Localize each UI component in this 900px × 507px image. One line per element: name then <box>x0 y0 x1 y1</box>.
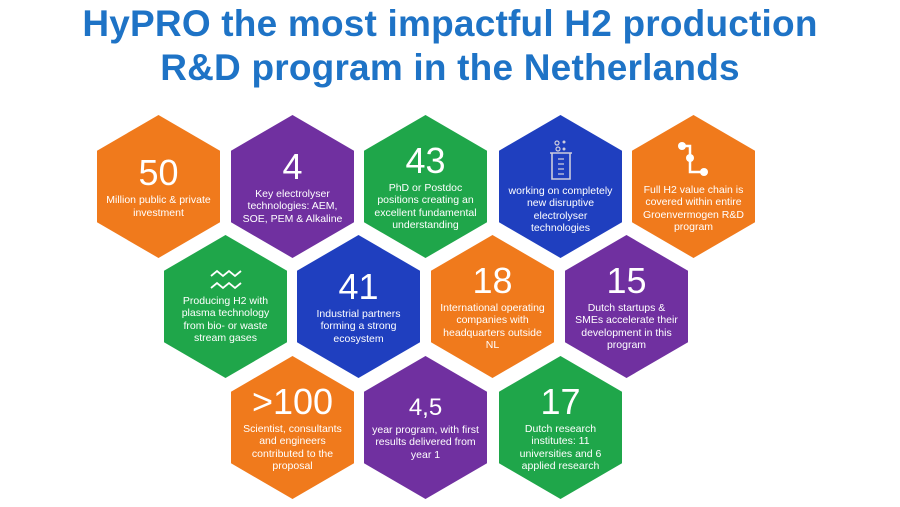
hex-text: Full H2 value chain is covered within en… <box>643 183 744 234</box>
hex-number: 17 <box>540 380 581 422</box>
hex-text: year program, with first results deliver… <box>372 423 479 461</box>
hex-number: 50 <box>138 152 179 193</box>
hex-international-companies: 18 International operating companies wit… <box>431 235 554 378</box>
hex-investment: 50 Million public & private investment <box>97 115 220 258</box>
hex-industrial-partners: 41 Industrial partners forming a strong … <box>297 235 420 378</box>
title-line-1: HyPRO the most impactful H2 production <box>82 3 818 44</box>
hex-text: PhD or Postdoc positions creating an exc… <box>374 181 477 232</box>
hex-number: 4 <box>282 145 303 187</box>
hex-text: Producing H2 with plasma technology from… <box>181 294 270 345</box>
hex-text: International operating companies with h… <box>440 301 545 352</box>
hex-text: Dutch research institutes: 11 universiti… <box>519 422 602 473</box>
hex-value-chain: Full H2 value chain is covered within en… <box>632 115 755 258</box>
hex-technologies: 4 Key electrolyser technologies: AEM, SO… <box>231 115 354 258</box>
value-chain-icon <box>677 141 708 176</box>
hex-program-years: 4,5 year program, with first results del… <box>364 356 487 499</box>
hex-text: Industrial partners forming a strong eco… <box>316 307 401 345</box>
hex-text: Scientist, consultants and engineers con… <box>243 422 342 473</box>
beaker-icon <box>549 139 572 180</box>
hex-number: >100 <box>251 380 334 422</box>
hex-startups: 15 Dutch startups & SMEs accelerate thei… <box>565 235 688 378</box>
hex-disruptive: working on completely new disruptive ele… <box>499 115 622 258</box>
hex-number: 43 <box>405 139 446 181</box>
slide-title: HyPRO the most impactful H2 production R… <box>0 2 900 90</box>
hex-number: 41 <box>338 265 379 307</box>
hex-text: Dutch startups & SMEs accelerate their d… <box>575 301 678 352</box>
hex-scientists: >100 Scientist, consultants and engineer… <box>231 356 354 499</box>
title-line-2: R&D program in the Netherlands <box>160 47 740 88</box>
hex-number: 18 <box>472 259 513 301</box>
hex-number: 4,5 <box>408 393 443 421</box>
hex-research-institutes: 17 Dutch research institutes: 11 univers… <box>499 356 622 499</box>
hex-phd-positions: 43 PhD or Postdoc positions creating an … <box>364 115 487 258</box>
hex-number: 15 <box>606 259 647 301</box>
hex-text: Key electrolyser technologies: AEM, SOE,… <box>242 187 343 225</box>
hex-plasma: Producing H2 with plasma technology from… <box>164 235 287 378</box>
waves-icon <box>209 269 242 289</box>
hex-text: working on completely new disruptive ele… <box>508 184 613 235</box>
hex-text: Million public & private investment <box>106 194 211 219</box>
